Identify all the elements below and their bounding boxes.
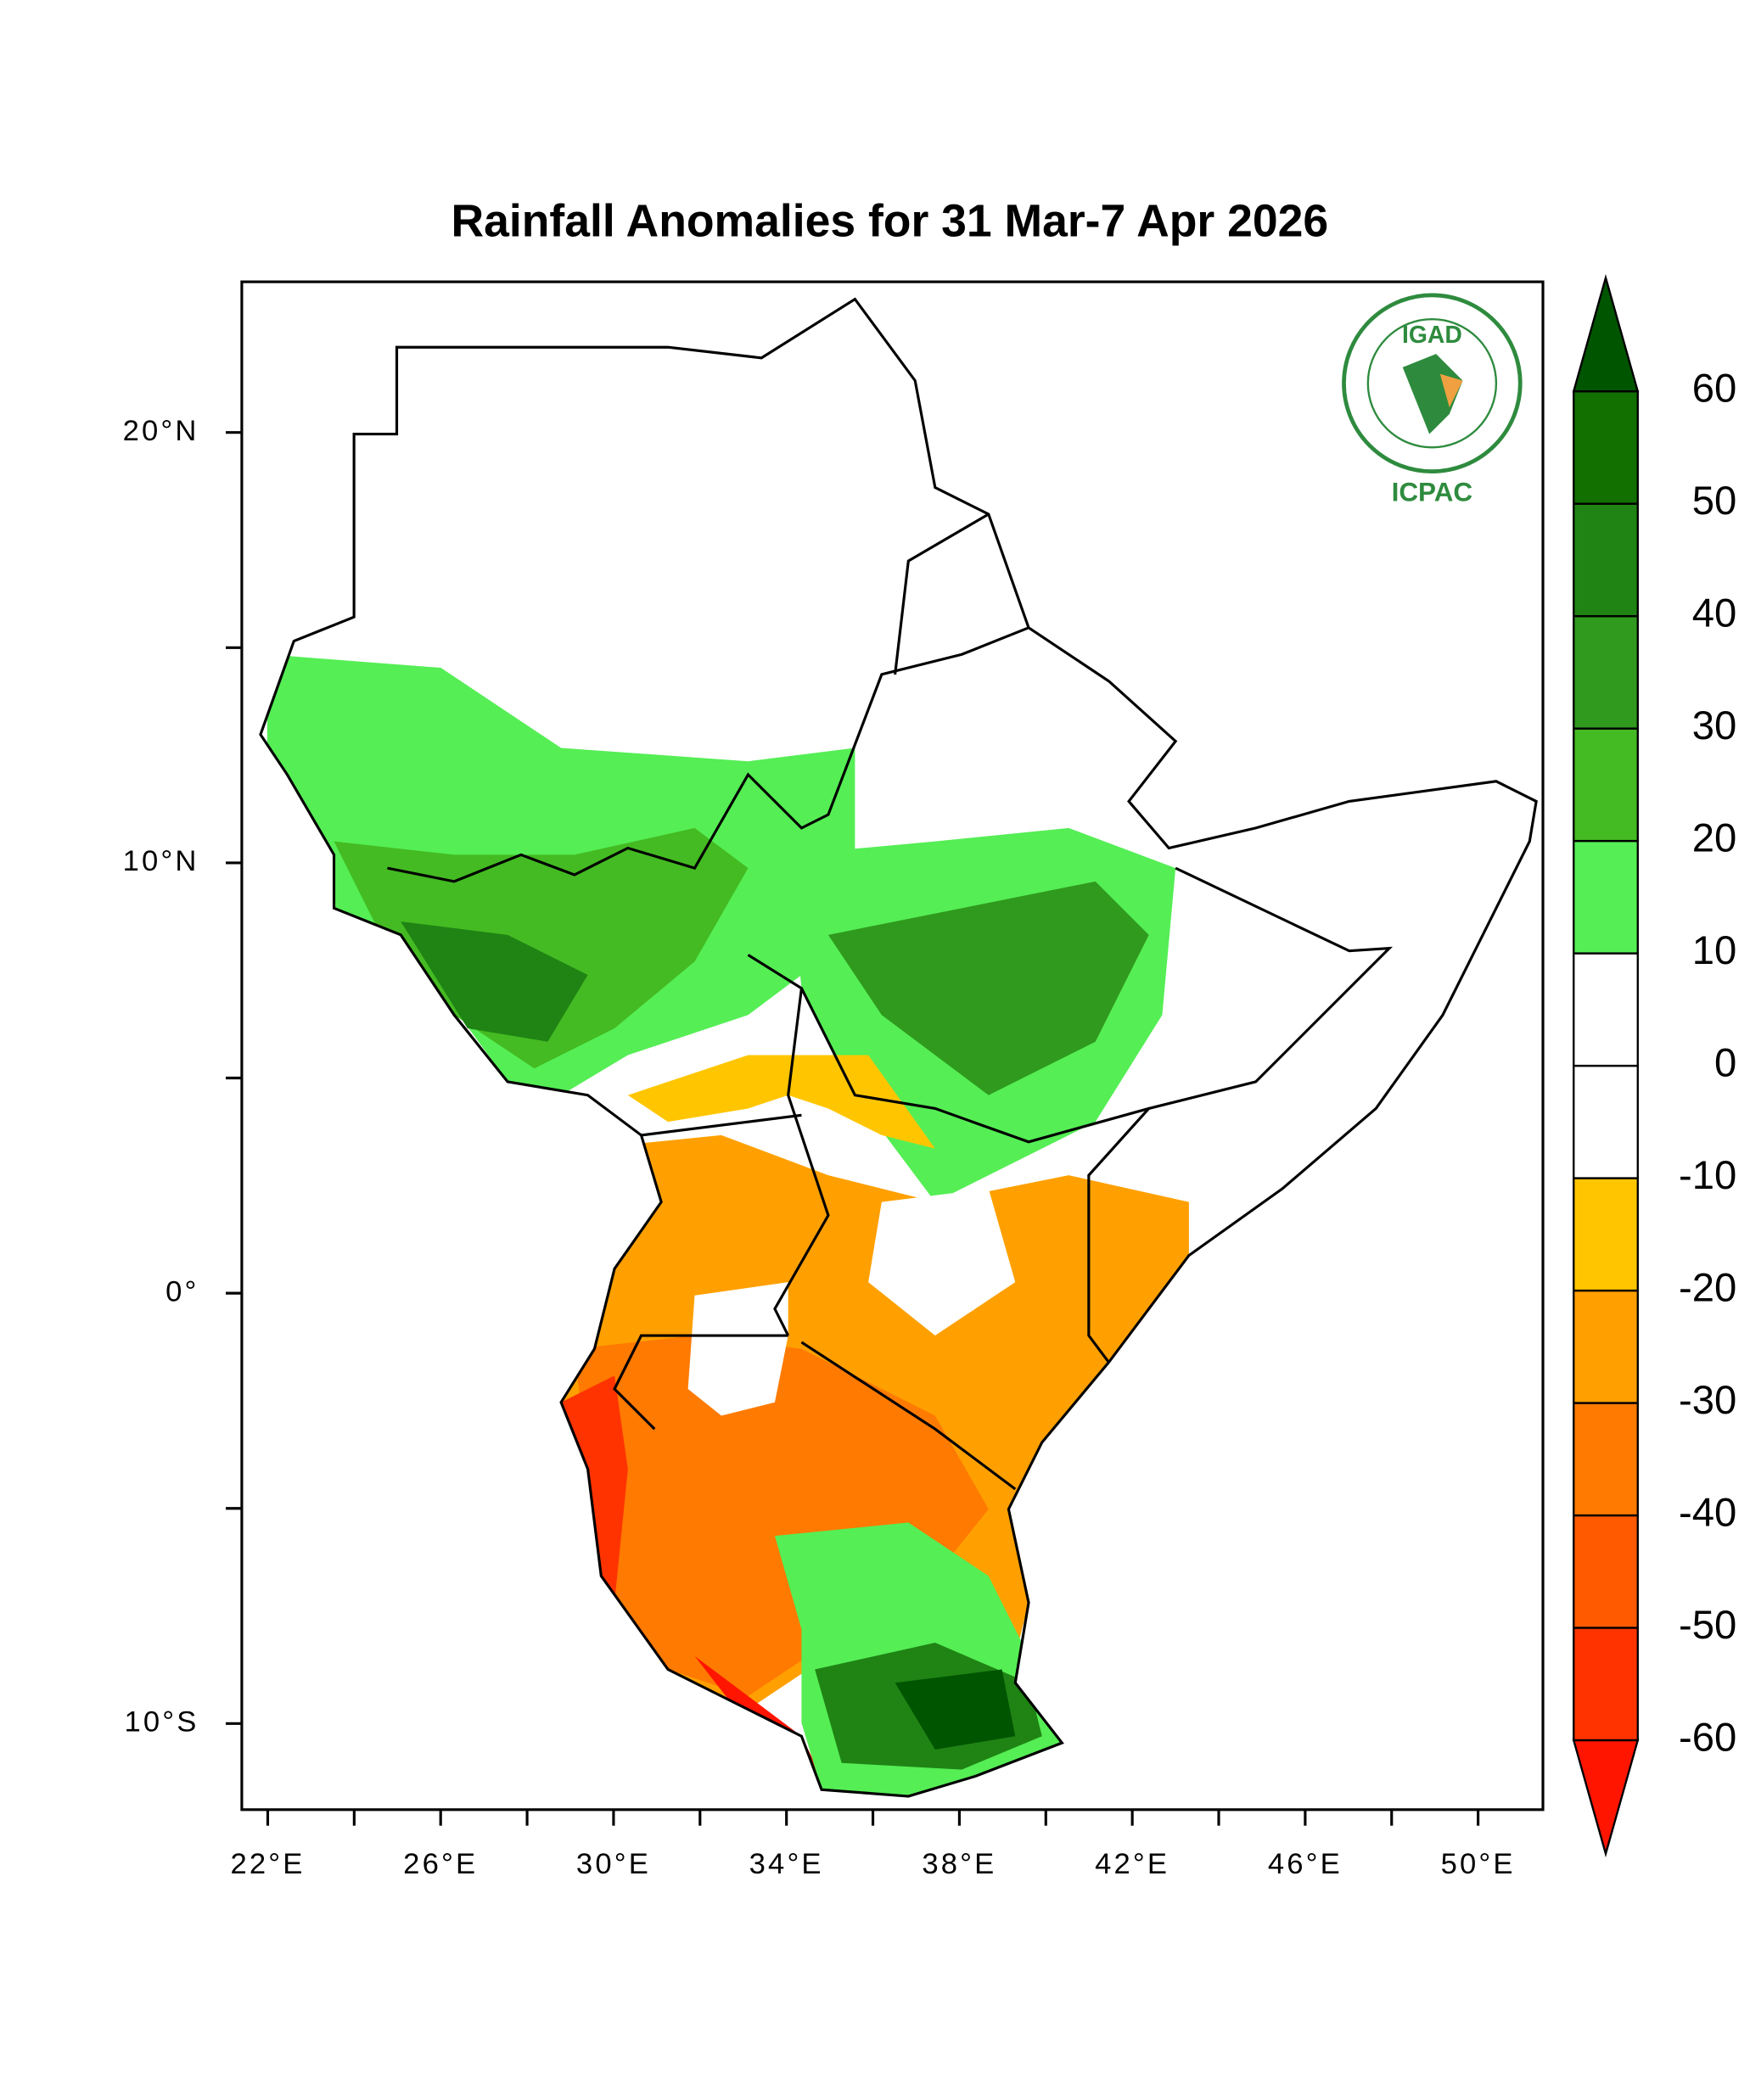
colorbar-label: -40	[1679, 1490, 1736, 1535]
colorbar-bin	[1573, 1627, 1639, 1742]
region-outline	[259, 297, 1538, 1798]
colorbar-label: -60	[1679, 1715, 1736, 1760]
y-tick-label: 0°	[165, 1275, 199, 1308]
y-tick-label: 20°N	[123, 415, 199, 447]
colorbar-bin	[1573, 1064, 1639, 1179]
colorbar-extend-low	[1572, 1739, 1640, 1858]
wet-zone	[827, 881, 1149, 1095]
colorbar-label: 10	[1692, 928, 1737, 973]
colorbar-label: -30	[1679, 1378, 1736, 1423]
logo-name: IGAD	[1402, 322, 1462, 349]
x-tick-label: 38°E	[922, 1848, 996, 1880]
logo: IGAD ICPAC	[1342, 293, 1523, 507]
logo-map	[1402, 354, 1463, 434]
colorbar-label: 50	[1692, 479, 1737, 524]
dry-zone	[561, 1375, 628, 1603]
y-tick-label: 10°S	[125, 1706, 199, 1739]
x-tick-label: 22°E	[230, 1848, 305, 1880]
colorbar-extend-high	[1572, 274, 1640, 393]
logo-map	[1439, 373, 1463, 408]
colorbar-label: -20	[1679, 1266, 1736, 1311]
border	[613, 1334, 788, 1431]
wet-zone	[895, 1669, 1016, 1750]
border	[641, 1113, 802, 1137]
border	[773, 988, 830, 1336]
colorbar-label: -10	[1679, 1153, 1736, 1198]
colorbar-bin	[1573, 839, 1639, 955]
colorbar-bin	[1573, 952, 1639, 1067]
logo-org: ICPAC	[1392, 478, 1473, 507]
colorbar-bin	[1573, 1177, 1639, 1292]
x-tick-label: 42°E	[1095, 1848, 1169, 1880]
anomaly-field	[266, 654, 1189, 1797]
colorbar-label: 20	[1692, 816, 1737, 861]
border	[894, 512, 990, 675]
colorbar: -60 -50 -40 -30 -20 -10 0 10 20 30 40 50 60	[1572, 274, 1737, 1858]
colorbar-bin	[1573, 1289, 1639, 1404]
y-tick-label: 10°N	[123, 845, 199, 877]
colorbar-bin	[1573, 502, 1639, 618]
colorbar-label: 0	[1714, 1041, 1736, 1086]
colorbar-bin	[1573, 614, 1639, 730]
x-tick-label: 30°E	[576, 1848, 651, 1880]
logo-ring	[1366, 318, 1498, 449]
axes: 22°E 26°E 30°E 34°E 38°E 42°E 46°E 50°E 20°N 10°N…	[123, 415, 1516, 1880]
dry-zone	[627, 1055, 935, 1149]
colorbar-bin	[1573, 1514, 1639, 1629]
border	[800, 1341, 1017, 1491]
colorbar-label: 60	[1692, 367, 1737, 412]
chart-title: Rainfall Anomalies for 31 Mar-7 Apr 2026	[451, 197, 1328, 247]
border	[747, 866, 1394, 1144]
neutral-zone	[868, 1188, 1016, 1336]
x-tick-label: 46°E	[1268, 1848, 1343, 1880]
colorbar-label: -50	[1679, 1603, 1736, 1648]
lake	[687, 1282, 788, 1416]
wet-zone	[334, 827, 749, 1069]
colorbar-label: 30	[1692, 703, 1737, 748]
x-tick-label: 26°E	[403, 1848, 478, 1880]
colorbar-bin	[1573, 727, 1639, 843]
colorbar-label: 40	[1692, 591, 1737, 636]
x-tick-label: 34°E	[749, 1848, 824, 1880]
borders	[259, 297, 1538, 1798]
colorbar-bin	[1573, 1402, 1639, 1517]
x-tick-label: 50°E	[1441, 1848, 1516, 1880]
colorbar-bin	[1573, 390, 1639, 505]
border	[1087, 1107, 1150, 1364]
